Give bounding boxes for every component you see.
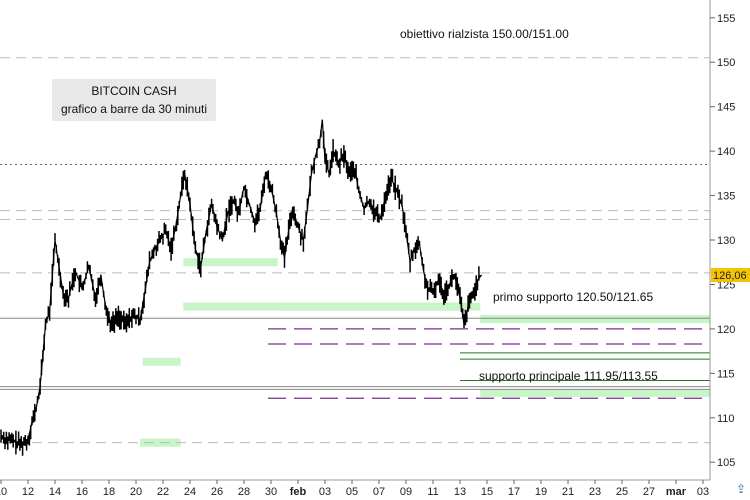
x-tick-label: 10 (0, 486, 7, 498)
info-box-subtitle: grafico a barre da 30 minuti (60, 102, 208, 116)
x-tick-label: 23 (589, 486, 601, 498)
x-tick-label: 14 (49, 486, 61, 498)
x-tick-label: 30 (265, 486, 277, 498)
x-tick-label: 19 (535, 486, 547, 498)
support-zone-2 (277, 302, 481, 311)
last-price-label: 126,06 (713, 270, 747, 282)
support-zone-3 (480, 315, 710, 324)
support-zone-0 (183, 258, 278, 267)
up-arrow-icon: ⇪ (735, 482, 747, 496)
main-support-annotation: supporto principale 111.95/113.55 (479, 369, 658, 383)
y-tick-label: 110 (717, 413, 735, 425)
x-tick-label: mar (666, 486, 687, 498)
y-tick-label: 135 (717, 191, 735, 203)
x-tick-label: 21 (562, 486, 574, 498)
first-support-annotation: primo supporto 120.50/121.65 (493, 290, 653, 304)
support-zone-5 (142, 357, 181, 366)
x-tick-label: 03 (697, 486, 709, 498)
support-zone-4 (480, 388, 710, 397)
x-tick-label: 20 (130, 486, 142, 498)
x-tick-label: 05 (346, 486, 358, 498)
last-price-badge (711, 268, 750, 283)
y-tick-label: 150 (717, 57, 735, 69)
scroll-up-button[interactable]: ⇪ (733, 480, 749, 498)
x-tick-label: 09 (400, 486, 412, 498)
y-tick-label: 125 (717, 279, 735, 291)
x-tick-label: 13 (454, 486, 466, 498)
x-tick-label: 07 (373, 486, 385, 498)
x-tick-label: 28 (238, 486, 250, 498)
price-line (0, 119, 483, 446)
price-series (0, 119, 483, 456)
x-tick-label: 03 (319, 486, 331, 498)
y-tick-label: 145 (717, 102, 735, 114)
y-tick-label: 120 (717, 324, 735, 336)
x-tick-label: 22 (157, 486, 169, 498)
x-tick-label: 12 (22, 486, 34, 498)
x-tick-label: 16 (76, 486, 88, 498)
info-box-title: BITCOIN CASH (91, 84, 177, 98)
y-tick-label: 140 (717, 146, 735, 158)
x-tick-label: 26 (211, 486, 223, 498)
y-tick-label: 155 (717, 13, 735, 25)
x-tick-label: feb (290, 486, 307, 498)
y-tick-label: 130 (717, 235, 735, 247)
target-annotation: obiettivo rialzista 150.00/151.00 (400, 27, 569, 41)
x-tick-label: 17 (508, 486, 520, 498)
x-tick-label: 18 (103, 486, 115, 498)
y-tick-label: 105 (717, 457, 735, 469)
price-bars (0, 119, 482, 456)
reference-lines (0, 57, 710, 444)
x-tick-label: 25 (616, 486, 628, 498)
x-tick-label: 11 (427, 486, 438, 498)
x-tick-label: 24 (184, 486, 196, 498)
x-tick-label: 27 (643, 486, 655, 498)
x-tick-label: 15 (481, 486, 493, 498)
chart-info-box: BITCOIN CASH grafico a barre da 30 minut… (52, 79, 216, 121)
y-tick-label: 115 (717, 368, 735, 380)
